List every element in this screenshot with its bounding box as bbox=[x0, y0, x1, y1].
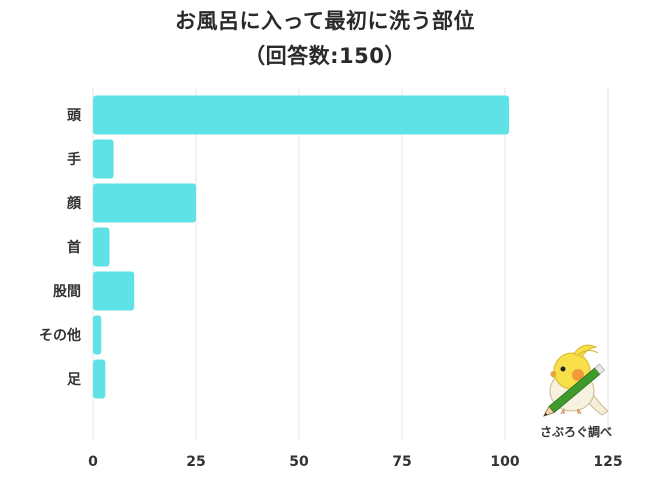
x-tick-label: 100 bbox=[490, 454, 519, 470]
x-tick-label: 75 bbox=[392, 454, 411, 470]
category-label: 頭 bbox=[67, 108, 82, 124]
bar bbox=[93, 227, 110, 267]
category-label: 股間 bbox=[53, 284, 81, 300]
bar bbox=[93, 359, 106, 399]
grid-lines bbox=[92, 88, 609, 440]
bar bbox=[93, 183, 196, 223]
x-tick-label: 50 bbox=[289, 454, 309, 470]
category-label: 手 bbox=[67, 151, 81, 168]
bar bbox=[93, 139, 114, 179]
x-tick-labels: 0 25 50 75 100 125 bbox=[88, 454, 622, 470]
bar bbox=[93, 271, 135, 311]
category-label: その他 bbox=[39, 327, 81, 344]
chart-title: お風呂に入って最初に洗う部位 bbox=[175, 9, 475, 33]
x-tick-label: 125 bbox=[593, 454, 622, 470]
category-label: 首 bbox=[67, 239, 81, 256]
bar bbox=[93, 95, 510, 135]
chart-subtitle: （回答数:150） bbox=[244, 44, 406, 68]
x-tick-label: 25 bbox=[186, 454, 205, 470]
x-tick-label: 0 bbox=[88, 454, 98, 470]
cockatiel-with-pencil-icon bbox=[543, 344, 609, 417]
bar bbox=[93, 315, 102, 355]
category-label: 足 bbox=[67, 372, 82, 388]
category-label: 顔 bbox=[66, 195, 82, 212]
source-credit: さぶろぐ調べ bbox=[540, 425, 613, 439]
bar-series bbox=[93, 95, 510, 399]
